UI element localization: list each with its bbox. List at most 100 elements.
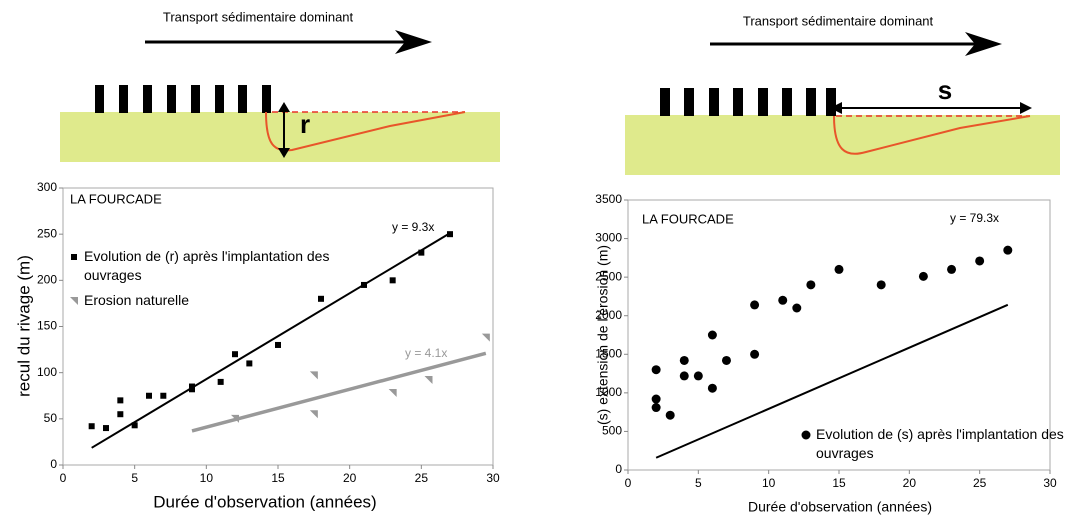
y-tick-label: 500 xyxy=(602,424,622,438)
y-tick-label: 2500 xyxy=(595,269,622,283)
y-tick-label: 1000 xyxy=(595,385,622,399)
point xyxy=(309,410,318,419)
point xyxy=(103,425,109,432)
point xyxy=(117,397,124,404)
arrow-head xyxy=(395,30,432,54)
point xyxy=(88,423,95,430)
point xyxy=(1003,245,1013,255)
point xyxy=(750,300,760,310)
x-tick-label: 10 xyxy=(200,471,214,485)
point xyxy=(707,383,717,393)
eroded-shore xyxy=(265,111,466,152)
point xyxy=(651,365,661,375)
point xyxy=(876,280,886,290)
point xyxy=(389,277,396,284)
point xyxy=(778,295,788,305)
point xyxy=(918,271,928,281)
x-tick-label: 20 xyxy=(343,471,357,485)
x-tick-label: 0 xyxy=(60,471,67,485)
point xyxy=(481,333,490,342)
legend-label: Evolution de (s) après l'implantation de… xyxy=(816,426,1064,461)
point xyxy=(217,378,224,385)
point xyxy=(418,249,425,256)
trend-label: y = 4.1x xyxy=(405,346,447,360)
y-axis-label: recul du rivage (m) xyxy=(14,255,33,397)
legend-label: Erosion naturelle xyxy=(84,292,190,308)
x-tick-label: 5 xyxy=(131,471,138,485)
point xyxy=(665,410,675,420)
point xyxy=(707,330,717,340)
x-tick-label: 25 xyxy=(415,471,429,485)
point xyxy=(651,394,661,404)
point xyxy=(806,280,816,290)
point xyxy=(721,355,731,365)
x-tick-label: 15 xyxy=(271,471,285,485)
point xyxy=(975,256,985,266)
point xyxy=(388,388,397,397)
measure-label: s xyxy=(938,75,952,105)
point xyxy=(309,371,318,380)
point xyxy=(792,303,802,313)
arrow-head xyxy=(278,102,290,112)
beach xyxy=(60,112,500,162)
arrow-head xyxy=(1020,102,1032,114)
y-tick-label: 3500 xyxy=(595,192,622,206)
x-axis-label: Durée d'observation (années) xyxy=(153,492,376,511)
groynes xyxy=(95,85,271,113)
x-tick-label: 10 xyxy=(762,476,776,490)
y-tick-label: 100 xyxy=(37,365,57,379)
y-axis-label: (s) extension de l'érosion (m) xyxy=(595,245,611,425)
x-tick-label: 20 xyxy=(903,476,917,490)
diagram-right: Transport sédimentaire dominant s xyxy=(625,13,1060,175)
y-tick-label: 300 xyxy=(37,180,57,194)
point xyxy=(679,371,689,381)
point xyxy=(651,403,661,413)
point xyxy=(693,371,703,381)
diagram-caption: Transport sédimentaire dominant xyxy=(743,13,934,28)
point xyxy=(447,231,453,238)
x-axis-label: Durée d'observation (années) xyxy=(748,499,932,515)
legend-marker xyxy=(71,254,77,260)
point xyxy=(131,422,138,429)
point xyxy=(246,360,253,367)
legend-label: Evolution de (r) après l'implantation de… xyxy=(84,248,330,283)
legend-marker xyxy=(801,430,811,440)
measure-label: r xyxy=(300,109,310,139)
x-tick-label: 25 xyxy=(973,476,987,490)
y-tick-label: 0 xyxy=(50,457,57,471)
point xyxy=(318,295,324,302)
x-tick-label: 15 xyxy=(832,476,846,490)
y-tick-label: 150 xyxy=(37,319,57,333)
trend-line xyxy=(655,303,1009,459)
y-tick-label: 1500 xyxy=(595,346,622,360)
y-tick-label: 250 xyxy=(37,226,57,240)
eroded-shore xyxy=(833,115,1031,155)
y-tick-label: 200 xyxy=(37,273,57,287)
trend-label: y = 79.3x xyxy=(950,211,999,225)
point xyxy=(750,349,760,359)
y-tick-label: 50 xyxy=(44,411,58,425)
groynes xyxy=(660,88,836,116)
y-tick-label: 2000 xyxy=(595,308,622,322)
chart-title: LA FOURCADE xyxy=(70,191,162,206)
point xyxy=(146,392,152,399)
y-tick-label: 0 xyxy=(615,462,622,476)
arrow-head xyxy=(278,148,290,158)
chart-title: LA FOURCADE xyxy=(642,211,734,226)
point xyxy=(117,411,124,418)
point xyxy=(189,386,195,393)
diagram-caption: Transport sédimentaire dominant xyxy=(163,9,354,24)
arrow-head xyxy=(830,102,842,114)
point xyxy=(160,392,167,399)
trend-line xyxy=(91,232,451,449)
point xyxy=(232,351,238,358)
point xyxy=(424,376,433,385)
point xyxy=(679,355,689,365)
trend-label: y = 9.3x xyxy=(392,220,434,234)
point xyxy=(947,264,957,274)
arrow-head xyxy=(965,32,1002,56)
point xyxy=(361,281,367,288)
x-tick-label: 30 xyxy=(486,471,500,485)
